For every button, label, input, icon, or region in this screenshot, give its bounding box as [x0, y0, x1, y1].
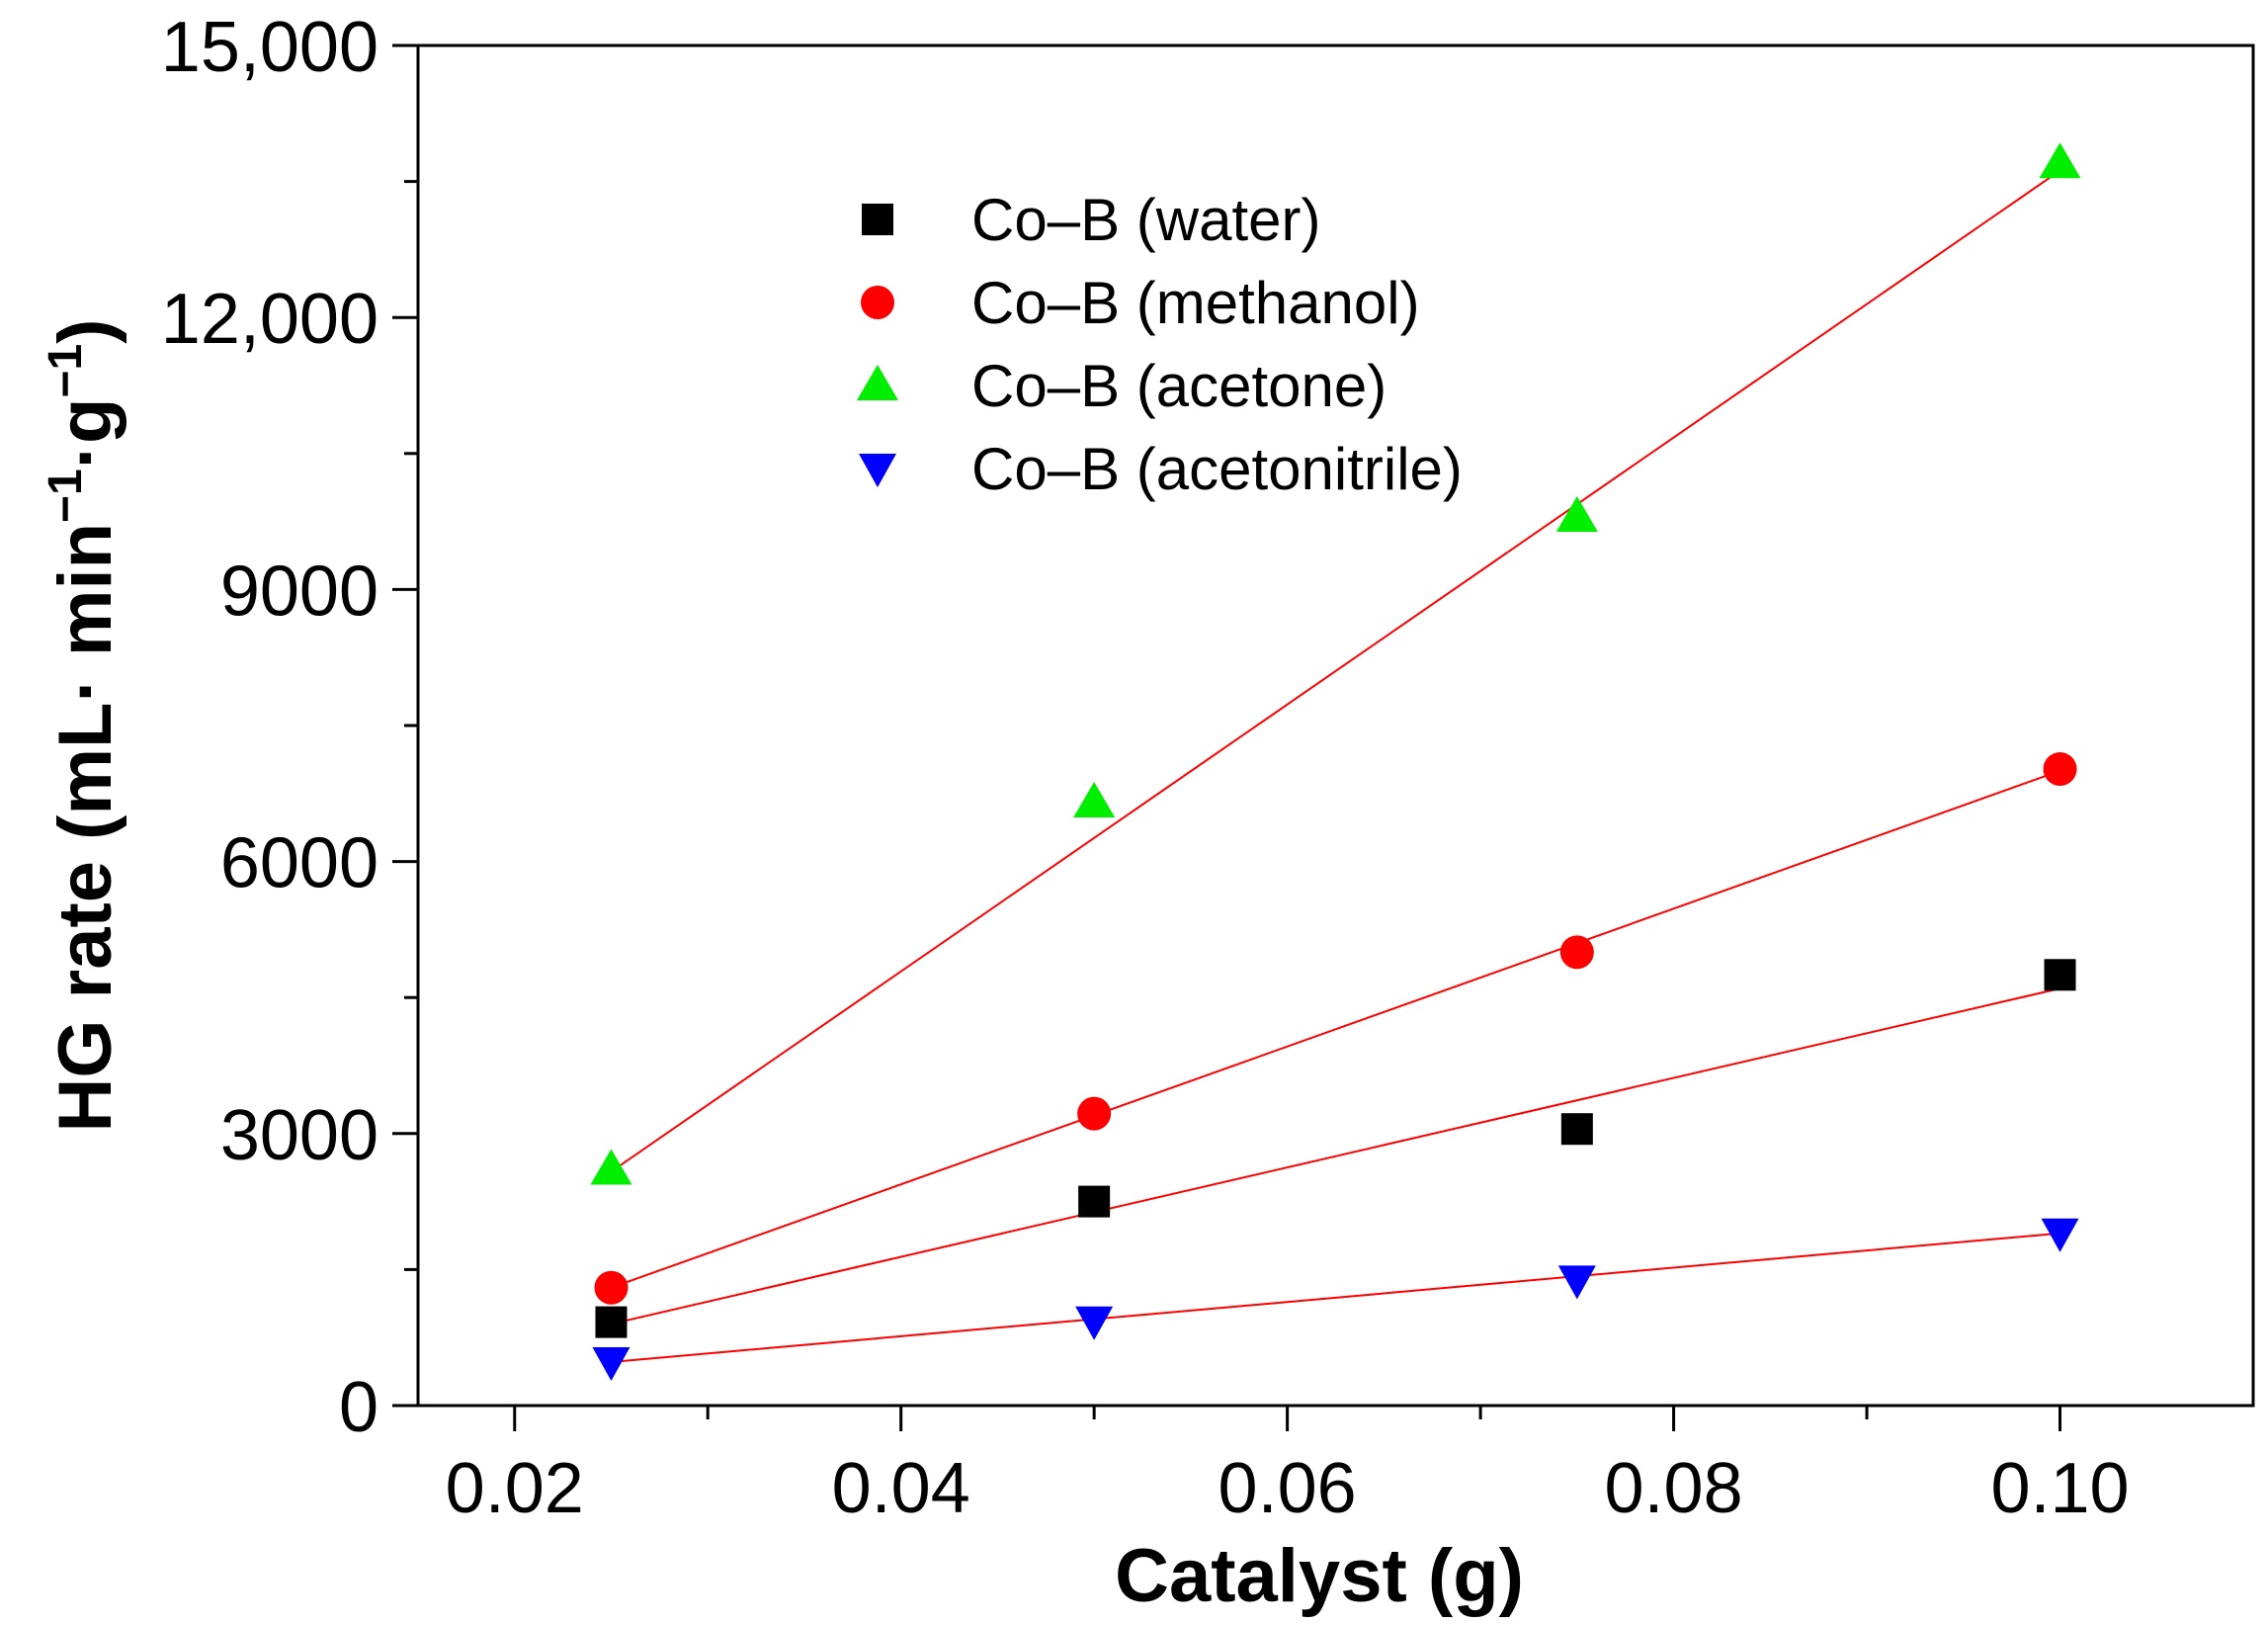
y-tick-label: 9000 [220, 552, 378, 631]
legend-marker [861, 286, 894, 319]
data-point [2043, 752, 2077, 787]
plot-area [416, 43, 2255, 1408]
data-point [1077, 1096, 1112, 1131]
data-point [1078, 1185, 1111, 1218]
y-axis-title-part-2: ·g [43, 398, 127, 470]
fit-line [611, 1232, 2060, 1363]
data-point [592, 1346, 630, 1381]
data-point [1073, 781, 1116, 817]
fit-lines [610, 169, 2061, 1363]
legend-marker [857, 365, 898, 400]
x-tick-label: 0.08 [1605, 1449, 1743, 1528]
data-point [594, 1270, 629, 1305]
x-tick-label: 0.04 [832, 1449, 970, 1528]
x-axis: 0.02 0.04 0.06 0.08 0.10 [446, 1406, 2130, 1528]
fit-line [611, 987, 2060, 1326]
data-point [1557, 1265, 1596, 1300]
data-point [2039, 142, 2081, 179]
x-axis-title: Catalyst (g) [1115, 1534, 1524, 1618]
data-point [590, 1149, 632, 1185]
data-markers [590, 142, 2081, 1381]
legend-label: Co–B (acetone) [971, 353, 1386, 419]
data-point [1555, 496, 1598, 533]
legend-marker [862, 204, 893, 235]
legend-label: Co–B (acetonitrile) [971, 436, 1463, 502]
y-tick-label: 0 [339, 1368, 378, 1447]
y-tick-label: 3000 [220, 1096, 378, 1175]
plot-frame [416, 43, 2255, 1408]
x-tick-label: 0.02 [446, 1449, 584, 1528]
x-tick-label: 0.06 [1218, 1449, 1357, 1528]
y-axis-title-sup-1: −1 [40, 469, 92, 523]
y-tick-label: 6000 [220, 824, 378, 903]
y-axis-title: HG rate (mL· min−1·g−1) [40, 318, 127, 1132]
y-axis-title-part-1: HG rate (mL· min [43, 523, 127, 1133]
data-point [2041, 1218, 2079, 1252]
y-tick-label: 15,000 [161, 8, 378, 87]
data-point [2044, 959, 2076, 991]
legend-marker [859, 454, 896, 487]
x-tick-label: 0.10 [1990, 1449, 2129, 1528]
y-axis-title-part-3: ) [43, 318, 127, 343]
y-tick-label: 12,000 [161, 280, 378, 359]
legend: Co–B (water) Co–B (methanol) Co–B (acetone… [857, 187, 1463, 502]
y-axis: 0 3000 6000 9000 12,000 15,000 [161, 8, 418, 1447]
fit-line [610, 169, 2061, 1173]
y-axis-title-sup-2: −1 [40, 344, 92, 398]
svg-text:HG rate (mL· min−1·g−1): HG rate (mL· min−1·g−1) [40, 318, 127, 1132]
data-point [1559, 935, 1594, 970]
data-point [595, 1306, 628, 1338]
data-point [1075, 1306, 1114, 1340]
legend-label: Co–B (methanol) [971, 270, 1420, 336]
legend-label: Co–B (water) [971, 187, 1320, 253]
fit-line [611, 769, 2060, 1289]
data-point [1560, 1113, 1593, 1146]
